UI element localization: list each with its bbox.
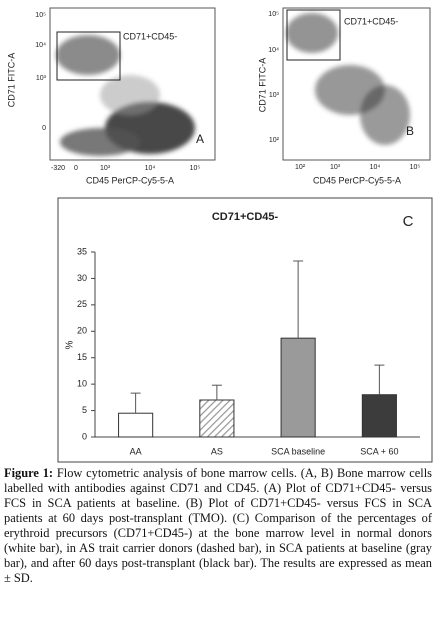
panel-letter: C xyxy=(403,213,414,230)
gate xyxy=(56,31,121,81)
bar xyxy=(199,399,235,438)
x-tick-label: 10³ xyxy=(330,164,341,171)
x-tick-label: 0 xyxy=(74,165,78,172)
y-axis-label: CD71 FITC-A xyxy=(257,58,267,113)
caption-text: Flow cytometric analysis of bone marrow … xyxy=(4,466,433,585)
x-axis-label: CD45 PerCP-Cy5-5-A xyxy=(313,175,401,185)
y-tick-label: 25 xyxy=(77,299,87,309)
panel-letter: A xyxy=(196,132,204,146)
y-tick-label: 5 xyxy=(82,405,87,415)
x-axis-label: CD45 PerCP-Cy5-5-A xyxy=(86,175,174,185)
y-tick-label: 0 xyxy=(82,431,87,441)
y-tick-label: 10⁵ xyxy=(35,12,46,19)
caption: Figure 1: Flow cytometric analysis of bo… xyxy=(4,466,432,586)
y-tick-label: 0 xyxy=(42,125,46,132)
x-tick-label: AS xyxy=(211,446,223,456)
cell-cloud xyxy=(56,35,195,156)
y-axis-label: CD71 FITC-A xyxy=(6,53,16,108)
y-tick-label: 10⁴ xyxy=(35,42,46,49)
x-tick-label: 10⁵ xyxy=(410,164,421,171)
x-tick-label: SCA + 60 xyxy=(360,446,398,456)
x-tick-label: 10⁴ xyxy=(145,165,156,172)
bar xyxy=(361,394,397,438)
cell-cloud xyxy=(286,13,410,145)
y-tick-label: 10³ xyxy=(36,75,47,82)
y-tick-label: 10⁵ xyxy=(268,11,279,18)
x-tick-label: 10⁵ xyxy=(190,165,201,172)
chart-title: CD71+CD45- xyxy=(212,211,279,223)
gate xyxy=(286,9,341,61)
gate-label: CD71+CD45- xyxy=(344,16,398,26)
x-tick-label: 10⁴ xyxy=(370,164,381,171)
y-tick-label: 15 xyxy=(77,352,87,362)
x-tick-label: 10³ xyxy=(100,165,111,172)
x-tick-label: SCA baseline xyxy=(271,446,325,456)
x-tick-label: 10² xyxy=(295,164,306,171)
figure: CD71+CD45- C % -320 0 10³ 10⁴ 10⁵ 10⁵ 10⁴ 10³ 0 C… xyxy=(6,7,433,463)
bar xyxy=(118,412,154,438)
y-tick-label: 10² xyxy=(269,137,280,144)
y-tick-label: 20 xyxy=(77,326,87,336)
y-tick-label: 10 xyxy=(77,379,87,389)
bar xyxy=(280,337,316,438)
panel-letter: B xyxy=(406,124,414,138)
x-tick-label: AA xyxy=(130,446,142,456)
x-tick-label: -320 xyxy=(51,165,65,172)
caption-label: Figure 1: xyxy=(4,466,54,480)
y-tick-label: 35 xyxy=(77,246,87,256)
y-tick-label: 10³ xyxy=(269,92,280,99)
y-axis-label: % xyxy=(65,340,76,349)
gate-label: CD71+CD45- xyxy=(123,31,177,41)
y-tick-label: 30 xyxy=(77,273,87,283)
y-tick-label: 10⁴ xyxy=(268,47,279,54)
